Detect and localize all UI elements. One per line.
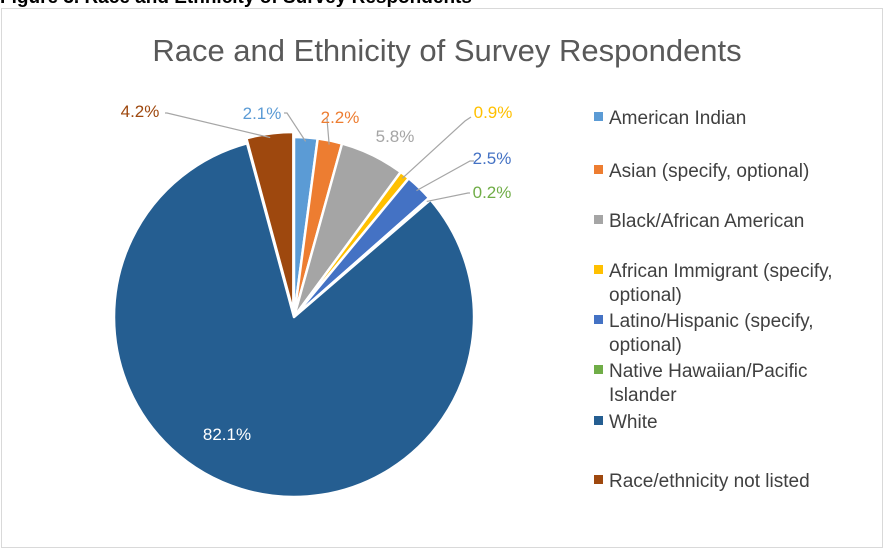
data-label-white: 82.1%	[203, 425, 251, 444]
legend-swatch-latino-hispanic-specify-optional	[594, 315, 603, 324]
legend-label-asian-specify-optional: Asian (specify, optional)	[609, 161, 809, 182]
chart-title: Race and Ethnicity of Survey Respondents	[152, 33, 741, 68]
legend-swatch-asian-specify-optional	[594, 165, 603, 174]
data-label-race-ethnicity-not-listed: 4.2%	[121, 102, 160, 121]
legend-label-latino-hispanic-specify-optional: Latino/Hispanic (specify, optional)	[609, 311, 814, 356]
legend-swatch-american-indian	[594, 112, 603, 121]
pie-slices	[112, 130, 476, 499]
legend-label-african-immigrant-specify-optional: African Immigrant (specify, optional)	[609, 261, 832, 306]
data-labels: 2.1% 2.2% 5.8% 0.9% 2.5% 0.2% 82.1% 4.2%	[121, 102, 513, 444]
legend-label-race-ethnicity-not-listed: Race/ethnicity not listed	[609, 471, 810, 492]
legend-label-american-indian: American Indian	[609, 108, 746, 129]
leader-line-african-immigrant-specify-optional	[401, 116, 472, 179]
pie-chart: Race and Ethnicity of Survey Respondents…	[112, 33, 832, 499]
leader-line-native-hawaiian-pacific-islander	[426, 192, 470, 203]
data-label-american-indian: 2.1%	[243, 104, 282, 123]
leader-line-asian-specify-optional	[326, 118, 330, 145]
data-label-asian-specify-optional: 2.2%	[321, 108, 360, 127]
chart-frame: Race and Ethnicity of Survey Respondents…	[1, 8, 883, 548]
legend-label-native-hawaiian-pacific-islander: Native Hawaiian/Pacific Islander	[609, 361, 808, 406]
legend-label-black-african-american: Black/African American	[609, 211, 804, 232]
legend: American Indian Asian (specify, optional)…	[594, 108, 832, 492]
legend-swatch-white	[594, 416, 603, 425]
legend-swatch-race-ethnicity-not-listed	[594, 475, 603, 484]
legend-label-white: White	[609, 412, 658, 433]
figure-caption: Figure 3. Race and Ethnicity of Survey R…	[0, 0, 472, 9]
data-label-black-african-american: 5.8%	[376, 127, 415, 146]
pie-slice-race-ethnicity-not-listed	[245, 130, 295, 314]
legend-swatch-native-hawaiian-pacific-islander	[594, 365, 603, 374]
data-label-native-hawaiian-pacific-islander: 0.2%	[473, 183, 512, 202]
data-label-latino-hispanic-specify-optional: 2.5%	[473, 149, 512, 168]
leader-lines	[165, 112, 474, 203]
legend-swatch-black-african-american	[594, 215, 603, 224]
legend-swatch-african-immigrant-specify-optional	[594, 265, 603, 274]
leader-line-american-indian	[284, 112, 307, 142]
leader-line-race-ethnicity-not-listed	[165, 112, 271, 139]
pie-slice-white	[112, 141, 476, 499]
leader-line-latino-hispanic-specify-optional	[416, 160, 474, 192]
data-label-african-immigrant-specify-optional: 0.9%	[474, 103, 513, 122]
clipped-figure-caption: Figure 3. Race and Ethnicity of Survey R…	[0, 0, 888, 9]
